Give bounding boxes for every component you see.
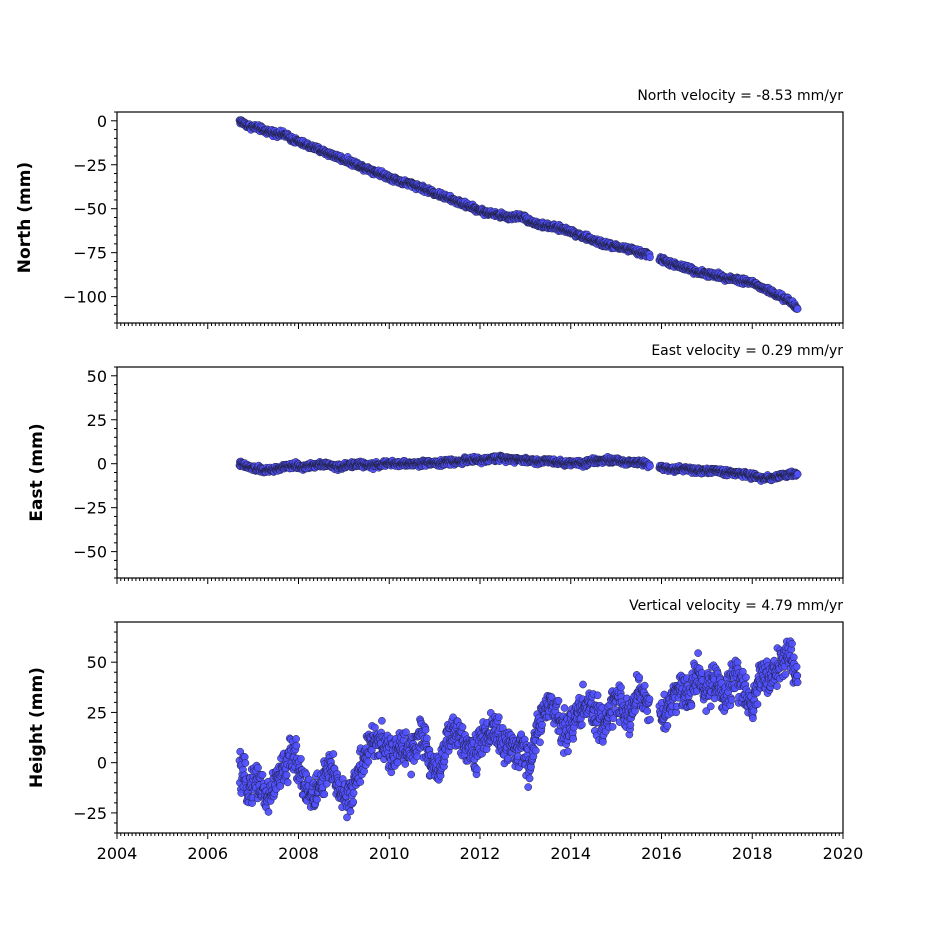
x-tick-label: 2008 [278, 844, 319, 863]
data-point [525, 774, 534, 783]
data-point [626, 721, 635, 729]
data-point [407, 770, 416, 779]
data-point [402, 728, 410, 737]
data-point [320, 790, 329, 799]
data-point [640, 681, 649, 690]
data-point [297, 755, 305, 763]
y-axis-label: Height (mm) [27, 667, 47, 788]
data-point [578, 720, 586, 729]
data-point [283, 778, 292, 787]
data-points [235, 451, 802, 485]
x-tick-label: 2012 [460, 844, 501, 863]
data-point [536, 738, 544, 747]
data-point [401, 760, 410, 768]
y-tick-label: 25 [87, 703, 107, 722]
data-point [646, 253, 654, 262]
panel-title: Vertical velocity = 4.79 mm/yr [629, 598, 843, 614]
data-point [329, 750, 338, 758]
data-point [538, 720, 546, 729]
data-point [646, 462, 654, 470]
x-tick-label: 2010 [369, 844, 410, 863]
data-point [423, 734, 431, 743]
y-tick-label: −25 [73, 156, 107, 175]
data-point [264, 808, 273, 816]
y-tick-label: 50 [87, 367, 107, 386]
x-tick-label: 2004 [97, 844, 138, 863]
data-point [282, 771, 291, 779]
data-point [254, 763, 262, 772]
data-point [292, 735, 300, 743]
data-point [579, 680, 587, 689]
data-point [793, 470, 802, 479]
data-point [531, 746, 540, 755]
data-point [346, 807, 355, 816]
y-tick-label: 50 [87, 653, 107, 672]
data-point [593, 691, 602, 700]
data-point [313, 795, 321, 804]
data-point [349, 789, 358, 797]
data-point [371, 723, 379, 732]
data-point [413, 752, 422, 761]
data-point [793, 305, 802, 313]
data-point [458, 723, 467, 731]
plot-frame [116, 111, 844, 324]
data-point [349, 798, 358, 806]
y-tick-label: −25 [73, 804, 107, 823]
panel-1: East velocity = 0.29 mm/yr East (mm) 50 25 0… [27, 343, 844, 584]
data-point [608, 722, 617, 731]
data-point [378, 716, 386, 725]
x-tick-label: 2020 [823, 844, 864, 863]
data-point [241, 759, 250, 767]
x-tick-label: 2014 [550, 844, 591, 863]
y-tick-label: 0 [97, 455, 107, 474]
data-point [564, 747, 572, 756]
data-point [356, 778, 365, 786]
y-axis-label: North (mm) [15, 162, 35, 273]
y-axis-label: East (mm) [27, 423, 47, 521]
panel-title: North velocity = -8.53 mm/yr [637, 88, 843, 104]
data-point [473, 765, 481, 774]
y-tick-label: −50 [73, 200, 107, 219]
y-tick-label: 0 [97, 112, 107, 131]
panel-title: East velocity = 0.29 mm/yr [651, 343, 843, 359]
panel-0: North velocity = -8.53 mm/yr North (mm) 0 −… [15, 88, 844, 329]
x-tick-label: 2018 [732, 844, 773, 863]
data-point [560, 704, 569, 712]
data-point [635, 673, 644, 682]
data-point [292, 741, 301, 750]
x-tick-label: 2016 [641, 844, 682, 863]
data-point [599, 738, 607, 746]
y-tick-label: 25 [87, 411, 107, 430]
data-point [258, 770, 267, 779]
y-tick-label: −50 [73, 543, 107, 562]
data-point [617, 683, 625, 692]
data-point [554, 696, 563, 705]
y-tick-label: −25 [73, 499, 107, 518]
data-point [524, 783, 533, 791]
data-point [643, 707, 652, 715]
data-point [364, 757, 373, 766]
y-tick-label: −100 [63, 288, 107, 307]
panel-2: Vertical velocity = 4.79 mm/yr Height (mm… [27, 598, 863, 863]
y-tick-label: −75 [73, 244, 107, 263]
data-point [569, 735, 578, 743]
y-tick-label: 0 [97, 754, 107, 773]
data-point [421, 726, 430, 734]
data-points [235, 637, 802, 822]
data-point [494, 713, 503, 722]
data-points [235, 116, 802, 313]
x-tick-label: 2006 [187, 844, 228, 863]
